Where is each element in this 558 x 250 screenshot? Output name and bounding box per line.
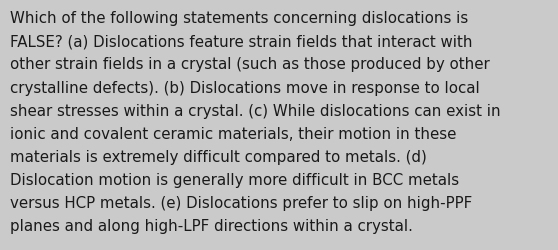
Text: Which of the following statements concerning dislocations is: Which of the following statements concer… xyxy=(10,11,468,26)
Text: Dislocation motion is generally more difficult in BCC metals: Dislocation motion is generally more dif… xyxy=(10,172,459,187)
Text: planes and along high-LPF directions within a crystal.: planes and along high-LPF directions wit… xyxy=(10,218,413,233)
Text: versus HCP metals. (e) Dislocations prefer to slip on high-PPF: versus HCP metals. (e) Dislocations pref… xyxy=(10,195,472,210)
Text: ionic and covalent ceramic materials, their motion in these: ionic and covalent ceramic materials, th… xyxy=(10,126,456,141)
Text: shear stresses within a crystal. (c) While dislocations can exist in: shear stresses within a crystal. (c) Whi… xyxy=(10,103,501,118)
Text: other strain fields in a crystal (such as those produced by other: other strain fields in a crystal (such a… xyxy=(10,57,490,72)
Text: materials is extremely difficult compared to metals. (d): materials is extremely difficult compare… xyxy=(10,149,427,164)
Text: FALSE? (a) Dislocations feature strain fields that interact with: FALSE? (a) Dislocations feature strain f… xyxy=(10,34,473,49)
Text: crystalline defects). (b) Dislocations move in response to local: crystalline defects). (b) Dislocations m… xyxy=(10,80,480,95)
